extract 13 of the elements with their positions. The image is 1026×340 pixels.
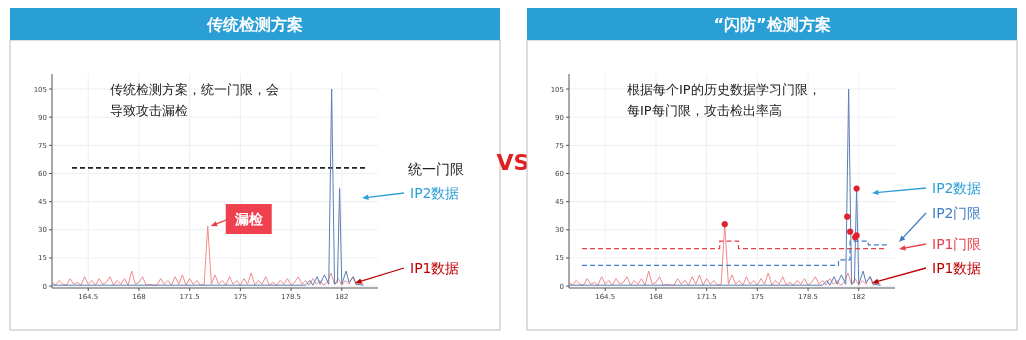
legend-label: IP1门限 (932, 236, 982, 252)
annotation: 传统检测方案，统一门限，会导致攻击漏检 (110, 82, 279, 118)
text: IP2门限 (932, 205, 982, 221)
text: IP2数据 (410, 185, 460, 201)
ref-line-label: 统一门限 (408, 160, 464, 177)
chart-title: 传统检测方案 (206, 15, 303, 34)
annotation: 漏检 (233, 211, 264, 228)
text: VS (496, 150, 530, 175)
chart-title: “闪防”检测方案 (713, 15, 831, 34)
annotation: 根据每个IP的历史数据学习门限，每IP每门限，攻击检出率高 (627, 82, 821, 118)
text: IP2数据 (932, 180, 982, 196)
legend-label: IP1数据 (410, 260, 460, 276)
legend-label: IP1数据 (932, 260, 982, 276)
